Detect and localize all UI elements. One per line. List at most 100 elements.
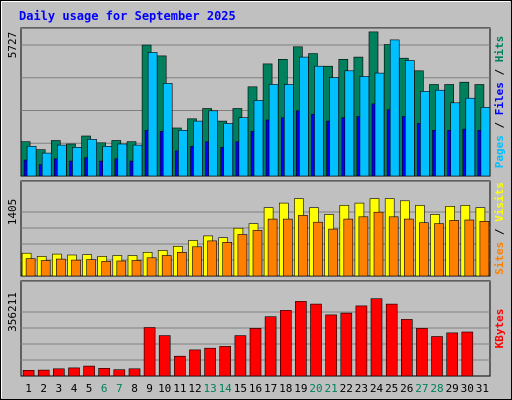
bar-kbytes-day-1 (22, 369, 35, 377)
bar-sites-day-7 (116, 260, 127, 277)
bar-sites-day-15 (237, 234, 248, 277)
bar-kbytes-day-11 (174, 355, 186, 377)
bar-sites-day-20 (313, 221, 323, 277)
bar-kbytes-day-12 (189, 349, 201, 377)
x-tick-label-24: 24 (370, 382, 384, 395)
x-tick-label-11: 11 (173, 382, 186, 395)
bar-kbytes-day-4 (68, 367, 80, 377)
axis-label-part: Pages (493, 135, 506, 168)
bar-pages-day-28 (435, 89, 445, 177)
bar-kbytes-day-21 (325, 314, 337, 377)
bar-pages-day-12 (193, 120, 203, 177)
bar-pages-day-18 (283, 84, 294, 177)
bar-kbytes-day-22 (340, 312, 353, 377)
bar-kbytes-day-6 (98, 367, 110, 377)
bar-sites-day-28 (434, 223, 444, 277)
x-tick-label-1: 1 (25, 382, 32, 395)
bar-kbytes-day-17 (264, 316, 277, 377)
x-tick-label-31: 31 (476, 382, 489, 395)
bar-pages-day-25 (389, 39, 400, 177)
bar-pages-day-23 (359, 76, 370, 177)
bar-kbytes-day-19 (295, 301, 307, 377)
bar-sites-day-24 (373, 211, 384, 277)
bar-sites-day-5 (86, 259, 96, 277)
bar-pages-day-26 (404, 60, 415, 177)
y-max-label: 356211 (6, 292, 19, 332)
panel-2: 1405 Sites / Visits (6, 180, 506, 277)
bar-kbytes-day-5 (83, 365, 95, 377)
x-tick-label-13: 13 (203, 382, 216, 395)
bar-kbytes-day-30 (461, 331, 474, 377)
x-tick-label-17: 17 (264, 382, 277, 395)
x-tick-label-25: 25 (385, 382, 398, 395)
x-tick-label-9: 9 (146, 382, 153, 395)
bar-kbytes-day-9 (143, 327, 156, 377)
bar-sites-day-9 (146, 257, 157, 277)
bar-sites-day-19 (298, 215, 308, 277)
bar-pages-day-20 (314, 65, 324, 177)
bar-kbytes-day-16 (249, 328, 262, 377)
bar-pages-day-8 (132, 144, 143, 177)
bar-pages-day-9 (147, 52, 158, 177)
panel-3: 356211 KBytes (6, 280, 506, 377)
bar-sites-day-6 (101, 261, 111, 277)
x-tick-label-19: 19 (294, 382, 307, 395)
axis-label-part: KBytes (493, 309, 506, 349)
bar-sites-day-23 (358, 216, 369, 277)
x-tick-label-10: 10 (158, 382, 171, 395)
bar-kbytes-day-24 (370, 298, 383, 377)
bar-pages-day-30 (465, 97, 476, 177)
bar-sites-day-30 (464, 219, 475, 277)
bar-pages-day-6 (102, 146, 112, 177)
bar-sites-day-2 (40, 260, 51, 277)
bar-kbytes-day-23 (355, 305, 368, 377)
axis-label-part: Hits (493, 36, 506, 63)
bar-sites-day-17 (267, 218, 278, 277)
bar-pages-day-7 (117, 143, 128, 177)
bar-pages-day-31 (480, 107, 491, 177)
bar-sites-day-21 (328, 228, 338, 277)
bar-kbytes-day-7 (113, 369, 126, 377)
bar-pages-day-21 (329, 77, 339, 177)
bar-pages-day-1 (26, 146, 37, 177)
series-kbytes (22, 298, 474, 377)
bar-sites-day-14 (222, 242, 232, 277)
x-tick-label-8: 8 (131, 382, 138, 395)
x-tick-label-23: 23 (355, 382, 368, 395)
x-tick-label-7: 7 (116, 382, 123, 395)
axis-label-part: / (493, 115, 506, 135)
bar-pages-day-10 (162, 83, 173, 177)
bar-sites-day-27 (419, 222, 429, 277)
bar-sites-day-31 (479, 221, 490, 277)
x-tick-label-21: 21 (324, 382, 337, 395)
bar-sites-day-26 (403, 218, 414, 277)
bar-pages-day-15 (238, 117, 249, 177)
bar-pages-day-16 (253, 100, 264, 177)
bar-kbytes-day-18 (279, 310, 292, 377)
axis-label-part: Sites (493, 242, 506, 275)
bar-sites-day-8 (131, 260, 142, 277)
bar-kbytes-day-20 (310, 303, 322, 377)
x-tick-label-30: 30 (461, 382, 474, 395)
x-tick-label-15: 15 (234, 382, 247, 395)
bar-kbytes-day-3 (52, 368, 65, 377)
x-tick-label-12: 12 (188, 382, 201, 395)
bar-sites-day-10 (161, 255, 172, 277)
bar-sites-day-18 (282, 218, 293, 277)
bar-pages-day-22 (344, 70, 355, 177)
bar-kbytes-day-14 (219, 346, 231, 377)
x-tick-label-14: 14 (219, 382, 233, 395)
axis-label-part: / (493, 222, 506, 242)
bar-sites-day-29 (449, 220, 460, 277)
bar-kbytes-day-29 (446, 332, 459, 377)
bar-sites-day-11 (177, 252, 187, 277)
x-tick-label-26: 26 (400, 382, 413, 395)
bar-kbytes-day-15 (234, 335, 247, 377)
bar-pages-day-27 (420, 91, 430, 177)
bar-kbytes-day-25 (385, 303, 398, 377)
x-tick-label-18: 18 (279, 382, 292, 395)
x-tick-label-2: 2 (40, 382, 47, 395)
series-axis-label: Sites / Visits (493, 182, 506, 275)
series-pages (26, 39, 491, 177)
